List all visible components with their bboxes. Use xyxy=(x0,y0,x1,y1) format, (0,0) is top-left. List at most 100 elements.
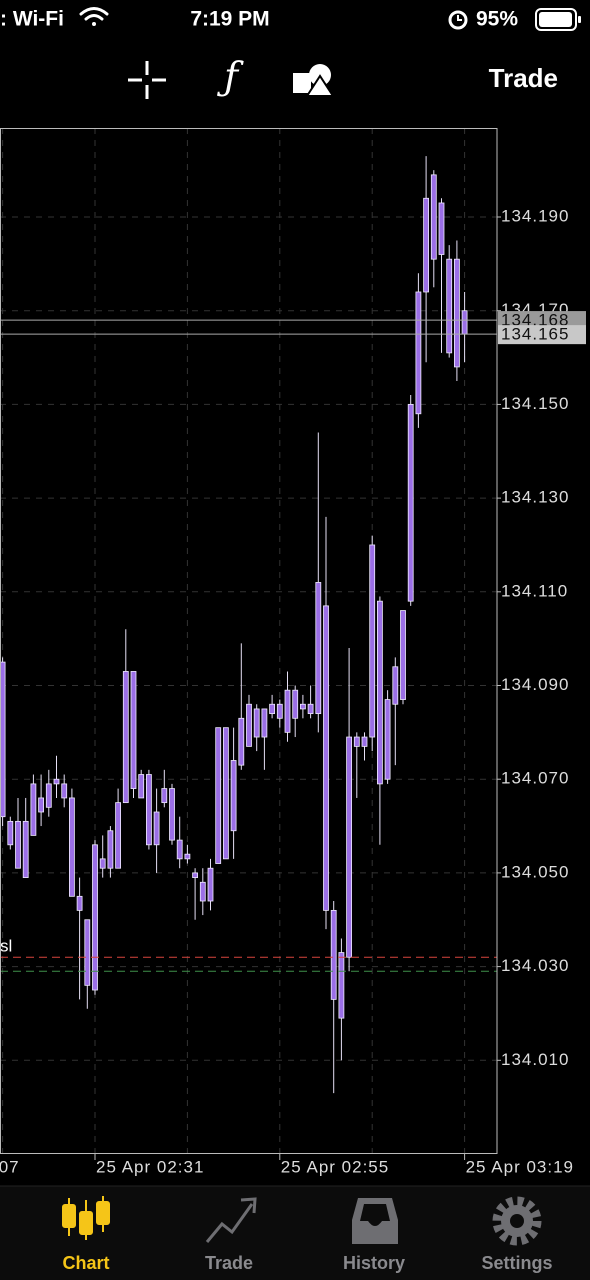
candle-body xyxy=(384,699,391,780)
clock: 7:19 PM xyxy=(190,8,269,31)
x-tick-label: 25 Apr 02:07 xyxy=(0,1157,20,1176)
tab-bar xyxy=(0,1185,590,1280)
alarm-icon xyxy=(448,10,468,30)
objects-button[interactable] xyxy=(293,64,335,97)
candle-body xyxy=(323,605,329,911)
candle-body xyxy=(438,202,445,255)
candle-body xyxy=(207,867,214,902)
y-tick-label: 134.110 xyxy=(501,581,568,600)
candle-body xyxy=(299,703,306,710)
y-tick-label: 134.190 xyxy=(501,206,569,225)
axes: 134.010 134.030 134.050 134.070 134.090 134.1… xyxy=(0,206,586,1176)
candle-body xyxy=(153,811,160,846)
candle-body xyxy=(238,717,245,766)
plot-frame xyxy=(0,128,498,1154)
levels: sl xyxy=(0,319,497,972)
candle-body xyxy=(292,689,299,719)
battery-percent: 95% xyxy=(476,8,518,31)
candle-body xyxy=(400,610,406,700)
battery-icon xyxy=(535,8,581,31)
candle-body xyxy=(84,919,91,986)
candle-body xyxy=(453,258,460,368)
tab-label[interactable]: Trade xyxy=(205,1253,253,1273)
y-tick-label: 134.050 xyxy=(501,862,569,881)
candle-body xyxy=(392,666,399,705)
candle-body xyxy=(430,174,437,260)
history-tab-icon[interactable] xyxy=(352,1198,398,1244)
candle-body xyxy=(330,909,337,1000)
candle-body xyxy=(22,820,29,878)
y-tick-label: 134.130 xyxy=(501,488,569,507)
candle-body xyxy=(346,736,353,958)
candle-body xyxy=(261,708,268,738)
candle-body xyxy=(215,727,222,864)
trade-button[interactable]: Trade xyxy=(489,63,558,93)
candle-body xyxy=(423,197,430,293)
x-tick-label: 25 Apr 02:55 xyxy=(281,1157,389,1176)
candle-body xyxy=(446,258,453,354)
candle-body xyxy=(176,839,183,860)
candle-body xyxy=(269,703,276,715)
candle-body xyxy=(253,708,260,738)
candle-body xyxy=(69,797,75,897)
y-tick-label: 134.150 xyxy=(501,394,569,413)
candle-body xyxy=(376,600,383,785)
candle-body xyxy=(53,778,60,785)
candle-body xyxy=(361,736,368,747)
candle-body xyxy=(145,774,152,846)
candle-body xyxy=(7,820,14,846)
tab-label[interactable]: History xyxy=(343,1253,405,1273)
candle-body xyxy=(61,783,68,799)
candle-body xyxy=(184,853,191,860)
wifi-icon xyxy=(79,7,109,26)
candle-body xyxy=(115,802,121,869)
crosshair-button[interactable] xyxy=(128,61,166,99)
price-tag-label: 134.168 xyxy=(501,311,569,330)
candle-body xyxy=(15,820,21,869)
chart-tab-icon[interactable] xyxy=(62,1196,110,1240)
candle-body xyxy=(169,788,175,841)
candle-body xyxy=(192,872,199,878)
candle-body xyxy=(130,671,137,789)
carrier: : Wi-Fi xyxy=(0,8,64,31)
candle-body xyxy=(107,830,114,869)
tab-label[interactable]: Settings xyxy=(481,1253,552,1273)
y-tick-label: 134.030 xyxy=(501,956,569,975)
price-tag-label: 134.165 xyxy=(501,325,569,344)
candle-body xyxy=(76,895,83,911)
candle-body xyxy=(222,727,229,860)
candle-body xyxy=(369,544,376,738)
candles xyxy=(0,156,468,1094)
x-tick-label: 25 Apr 02:31 xyxy=(96,1157,204,1176)
candle-body xyxy=(45,783,52,808)
candle-body xyxy=(199,881,206,902)
price-tag xyxy=(498,325,586,345)
level-label: sl xyxy=(0,937,12,956)
y-tick-label: 134.010 xyxy=(501,1050,569,1069)
status-bar: : Wi-Fi 7:19 PM 95% xyxy=(0,7,581,31)
candle-body xyxy=(284,689,291,733)
tab-label[interactable]: Chart xyxy=(62,1253,109,1273)
candle-body xyxy=(276,703,283,719)
trade-tab-icon[interactable] xyxy=(205,1197,257,1243)
candle-body xyxy=(161,788,168,804)
candle-body xyxy=(315,582,322,715)
candle-body xyxy=(461,310,468,335)
candle-body xyxy=(92,844,98,991)
candle-body xyxy=(38,797,44,813)
y-tick-label: 134.090 xyxy=(501,675,569,694)
candle-body xyxy=(307,703,314,715)
x-tick-label: 25 Apr 03:19 xyxy=(466,1157,574,1176)
candle-body xyxy=(353,736,360,747)
settings-tab-icon[interactable] xyxy=(492,1196,542,1246)
candle-body xyxy=(99,858,106,869)
candle-body xyxy=(338,952,345,1019)
y-tick-label: 134.070 xyxy=(501,769,569,788)
candle-body xyxy=(122,671,129,804)
candle-body xyxy=(246,703,252,747)
candle-body xyxy=(138,774,145,799)
candle-body xyxy=(407,404,414,602)
candle-body xyxy=(230,760,237,832)
